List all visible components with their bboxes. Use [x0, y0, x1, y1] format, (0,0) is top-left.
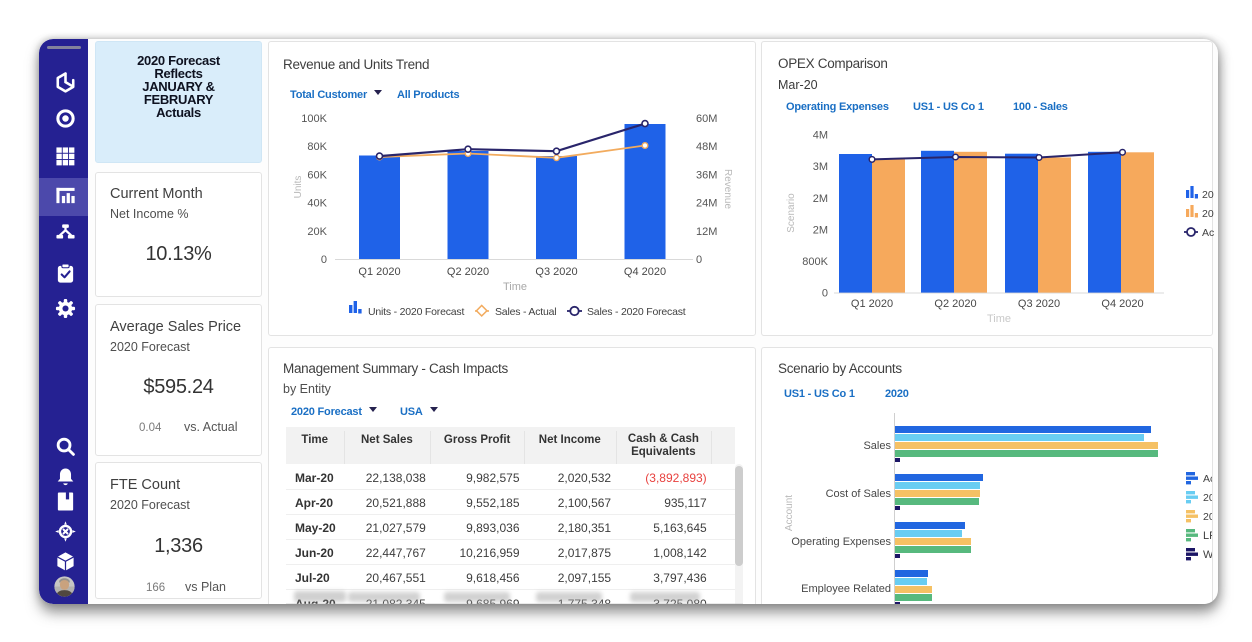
svg-text:Time: Time [503, 281, 527, 293]
svg-text:2M: 2M [813, 193, 828, 205]
svg-text:100K: 100K [301, 113, 327, 125]
svg-text:Q1 2020: Q1 2020 [358, 266, 400, 278]
svg-text:80K: 80K [307, 141, 327, 153]
svg-text:2019 Actual: 2019 Actual [1202, 208, 1214, 220]
svg-text:800K: 800K [802, 256, 828, 268]
svg-text:Sales - Actual: Sales - Actual [495, 306, 556, 318]
svg-text:Actual: Actual [1202, 227, 1214, 239]
svg-text:3M: 3M [813, 161, 828, 173]
svg-text:2020 Forecast: 2020 Forecast [1202, 189, 1214, 201]
svg-text:Revenue: Revenue [722, 169, 733, 209]
svg-text:0: 0 [321, 254, 327, 266]
svg-text:2020 Forecast: 2020 Forecast [1203, 492, 1213, 504]
svg-text:60M: 60M [696, 113, 717, 125]
svg-text:Account: Account [784, 495, 795, 531]
svg-text:Q4 2020: Q4 2020 [624, 266, 666, 278]
svg-text:60K: 60K [307, 169, 327, 181]
svg-text:Q3 2020: Q3 2020 [535, 266, 577, 278]
svg-text:Q3 2020: Q3 2020 [1018, 298, 1060, 310]
svg-text:Sales - 2020 Forecast: Sales - 2020 Forecast [587, 306, 686, 318]
svg-text:Q2 2020: Q2 2020 [934, 298, 976, 310]
svg-text:4M: 4M [813, 130, 828, 142]
svg-text:Units: Units [293, 176, 304, 199]
svg-text:40K: 40K [307, 198, 327, 210]
svg-text:LRP: LRP [1203, 530, 1213, 542]
svg-text:2019 Actual: 2019 Actual [1203, 511, 1213, 523]
svg-text:12M: 12M [696, 226, 717, 238]
svg-text:Units - 2020 Forecast: Units - 2020 Forecast [368, 306, 464, 318]
svg-text:0: 0 [696, 254, 702, 266]
svg-text:2M: 2M [813, 224, 828, 236]
svg-text:Time: Time [987, 313, 1011, 325]
svg-text:0: 0 [822, 288, 828, 300]
svg-text:Q1 2020: Q1 2020 [851, 298, 893, 310]
svg-text:Employee Related: Employee Related [801, 583, 891, 595]
svg-text:Actual: Actual [1203, 473, 1213, 485]
svg-text:48M: 48M [696, 141, 717, 153]
svg-text:Q4 2020: Q4 2020 [1101, 298, 1143, 310]
svg-text:20K: 20K [307, 226, 327, 238]
svg-text:Cost of Sales: Cost of Sales [826, 488, 892, 500]
svg-text:Operating Expenses: Operating Expenses [791, 536, 891, 548]
svg-text:WF: WF [1203, 549, 1213, 561]
svg-text:24M: 24M [696, 198, 717, 210]
svg-text:Scenario: Scenario [786, 193, 797, 233]
svg-text:Q2 2020: Q2 2020 [447, 266, 489, 278]
svg-text:Sales: Sales [863, 440, 891, 452]
svg-text:36M: 36M [696, 169, 717, 181]
